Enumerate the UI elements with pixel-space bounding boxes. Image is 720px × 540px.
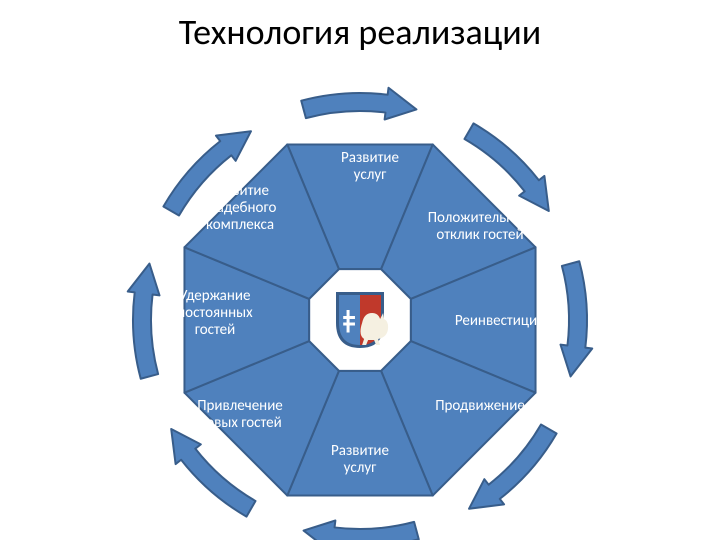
page-title: Технология реализации [0,10,720,54]
segment-label-1: Положительныйотклик гостей [428,209,533,244]
cycle-arrow-2 [560,261,592,376]
segment-label-5: Привлечениеновых гостей [197,397,283,432]
cycle-arrow-0 [301,88,416,120]
diagram: РазвитиеуслугПоложительныйотклик гостейР… [0,0,720,540]
segment-label-2: Реинвестиции [455,312,545,330]
cycle-arrow-4 [304,520,419,540]
cycle-arrow-6 [128,264,160,379]
title-text: Технология реализации [179,10,541,54]
segment-label-3: Продвижение [435,397,525,415]
segment-label-7: Развитиеусадебногокомплекса [204,182,277,234]
